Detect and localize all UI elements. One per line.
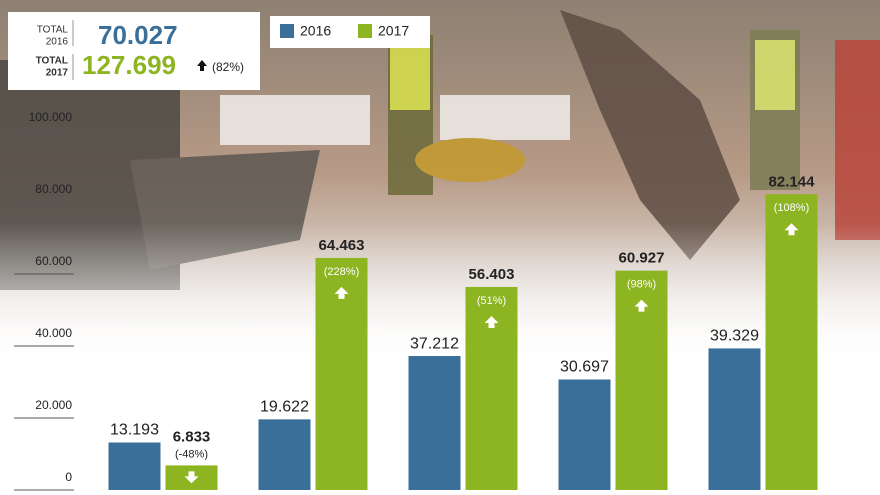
value-label: 82.144	[769, 173, 816, 190]
bar	[558, 379, 611, 490]
y-tick-label: 20.000	[35, 398, 72, 412]
legend-label: 2017	[378, 23, 409, 39]
up-arrow	[197, 60, 207, 71]
value-label: 30.697	[560, 359, 609, 376]
down-arrow	[184, 471, 199, 484]
y-tick-label: 80.000	[35, 182, 72, 196]
value-label: 6.833	[173, 428, 211, 445]
bar	[258, 419, 311, 490]
y-tick-label: 40.000	[35, 326, 72, 340]
change-label: (228%)	[324, 266, 359, 278]
total-label: 2017	[46, 68, 69, 79]
legend-box	[270, 16, 430, 48]
value-label: 60.927	[619, 250, 665, 267]
total-value: 70.027	[98, 20, 178, 50]
total-label: TOTAL	[36, 56, 68, 67]
change-label: (-48%)	[175, 448, 208, 460]
bar	[108, 442, 161, 490]
value-label: 64.463	[319, 237, 365, 254]
legend-label: 2016	[300, 23, 331, 39]
totals-box	[8, 12, 260, 90]
total-value: 127.699	[82, 50, 176, 80]
value-label: 13.193	[110, 422, 159, 439]
total-change: (82%)	[212, 60, 244, 74]
value-label: 19.622	[260, 399, 309, 416]
value-label: 56.403	[469, 266, 515, 283]
change-label: (108%)	[774, 202, 809, 214]
change-label: (98%)	[627, 279, 656, 291]
value-label: 37.212	[410, 335, 459, 352]
bar	[765, 194, 818, 490]
value-label: 39.329	[710, 328, 759, 345]
y-tick-label: 60.000	[35, 254, 72, 268]
bar	[408, 356, 461, 490]
up-arrow	[334, 286, 349, 299]
legend-swatch	[280, 24, 294, 38]
total-label: TOTAL	[37, 25, 69, 36]
bar	[708, 348, 761, 490]
up-arrow	[484, 315, 499, 328]
up-arrow	[784, 223, 799, 236]
change-label: (51%)	[477, 295, 506, 307]
legend-swatch	[358, 24, 372, 38]
y-tick-label: 100.000	[29, 110, 73, 124]
y-tick-label: 0	[65, 470, 72, 484]
up-arrow	[634, 299, 649, 312]
total-label: 2016	[46, 37, 69, 48]
